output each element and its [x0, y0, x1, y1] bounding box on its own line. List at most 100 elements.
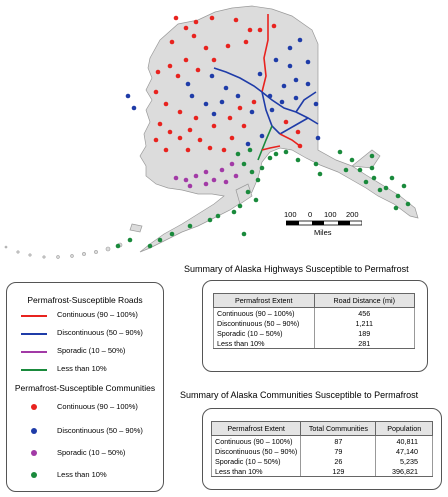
column-header: Permafrost Extent: [210, 421, 302, 436]
total-communities-cell: 129: [300, 466, 377, 477]
community-marker: [219, 167, 225, 173]
scale-tick-label: 200: [346, 210, 359, 219]
community-marker: [203, 169, 209, 175]
road-line-swatch: [21, 351, 47, 353]
community-marker: [169, 231, 175, 237]
scale-tick-label: 100: [284, 210, 297, 219]
legend-road-discontinuous: Discontinuous (50 – 90%): [7, 327, 163, 341]
table-row: Continuous (90 – 100%) 456: [213, 307, 415, 318]
population-cell: 5,235: [375, 456, 433, 466]
community-marker: [287, 63, 293, 69]
road-distance-cell: 281: [313, 338, 415, 349]
community-marker: [185, 81, 191, 87]
table-header-row: Permafrost Extent Road Distance (mi): [213, 293, 415, 308]
highways-summary-title: Summary of Alaska Highways Susceptible t…: [184, 264, 409, 274]
population-cell: 396,821: [375, 466, 433, 477]
legend-label: Sporadic (10 – 50%): [57, 448, 126, 457]
community-marker: [259, 165, 265, 171]
community-marker: [177, 135, 183, 141]
community-marker: [293, 77, 299, 83]
community-marker: [235, 151, 241, 157]
community-marker: [279, 99, 285, 105]
community-marker: [241, 231, 247, 237]
highways: [213, 14, 319, 161]
community-marker: [237, 105, 243, 111]
community-marker: [187, 183, 193, 189]
legend-community-less-than-10: Less than 10%: [7, 469, 163, 483]
legend-community-sporadic: Sporadic (10 – 50%): [7, 447, 163, 461]
community-marker: [243, 39, 249, 45]
community-marker: [295, 129, 301, 135]
scale-bar-graphic: [286, 220, 362, 226]
legend-community-continuous: Continuous (90 – 100%): [7, 401, 163, 415]
roads-legend-title: Permafrost-Susceptible Roads: [27, 295, 143, 305]
community-marker: [233, 17, 239, 23]
community-marker: [229, 135, 235, 141]
community-marker: [305, 81, 311, 87]
community-marker: [255, 177, 261, 183]
community-marker: [401, 183, 407, 189]
community-marker: [189, 93, 195, 99]
column-header: Road Distance (mi): [313, 293, 415, 308]
community-marker: [219, 99, 225, 105]
map-legend: Permafrost-Susceptible Roads Continuous …: [6, 282, 164, 492]
legend-label: Continuous (90 – 100%): [57, 402, 138, 411]
highways-table: Permafrost Extent Road Distance (mi) Con…: [213, 293, 415, 349]
community-marker: [209, 73, 215, 79]
community-marker: [193, 115, 199, 121]
aleutian-islands: [4, 242, 123, 259]
community-marker: [369, 165, 375, 171]
table-row: Sporadic (10 – 50%) 26 5,235: [210, 456, 433, 466]
table-row: Discontinuous (50 – 90%) 1,211: [213, 318, 415, 328]
roads-legend: Permafrost-Susceptible Roads Continuous …: [7, 295, 163, 373]
community-marker: [183, 25, 189, 31]
communities-summary-panel: Permafrost Extent Total Communities Popu…: [202, 408, 442, 490]
community-marker: [267, 155, 273, 161]
community-marker: [173, 175, 179, 181]
community-marker: [195, 67, 201, 73]
road-distance-cell: 189: [313, 328, 415, 338]
table-row: Discontinuous (50 – 90%) 79 47,140: [210, 446, 433, 456]
extent-cell: Sporadic (10 – 50%): [213, 328, 315, 338]
community-marker: [167, 63, 173, 69]
total-communities-cell: 87: [300, 435, 377, 446]
community-marker: [297, 143, 303, 149]
community-marker: [227, 115, 233, 121]
community-marker: [305, 59, 311, 65]
community-marker: [191, 33, 197, 39]
community-marker: [313, 101, 319, 107]
community-marker: [229, 161, 235, 167]
community-marker: [211, 123, 217, 129]
community-marker: [215, 213, 221, 219]
extent-cell: Discontinuous (50 – 90%): [213, 318, 315, 328]
community-marker: [313, 161, 319, 167]
community-marker: [131, 105, 137, 111]
legend-label: Discontinuous (50 – 90%): [57, 328, 143, 337]
highways-summary-panel: Permafrost Extent Road Distance (mi) Con…: [202, 280, 428, 372]
community-marker: [207, 217, 213, 223]
total-communities-cell: 79: [300, 446, 377, 456]
community-marker: [203, 181, 209, 187]
community-dot-swatch: [31, 450, 37, 456]
community-marker: [223, 179, 229, 185]
communities-legend: Permafrost-Susceptible Communities Conti…: [7, 383, 163, 479]
community-marker: [209, 15, 215, 21]
legend-road-continuous: Continuous (90 – 100%): [7, 309, 163, 323]
community-marker: [253, 197, 259, 203]
community-markers: [115, 15, 411, 249]
community-marker: [247, 147, 253, 153]
community-marker: [343, 167, 349, 173]
community-marker: [153, 137, 159, 143]
legend-label: Discontinuous (50 – 90%): [57, 426, 143, 435]
alaska-landmass: [129, 5, 419, 253]
community-marker: [157, 237, 163, 243]
community-marker: [187, 223, 193, 229]
community-marker: [297, 37, 303, 43]
community-marker: [175, 73, 181, 79]
community-marker: [147, 243, 153, 249]
extent-cell: Less than 10%: [213, 338, 315, 349]
community-marker: [237, 203, 243, 209]
legend-road-less-than-10: Less than 10%: [7, 363, 163, 377]
community-marker: [295, 157, 301, 163]
community-marker: [193, 19, 199, 25]
